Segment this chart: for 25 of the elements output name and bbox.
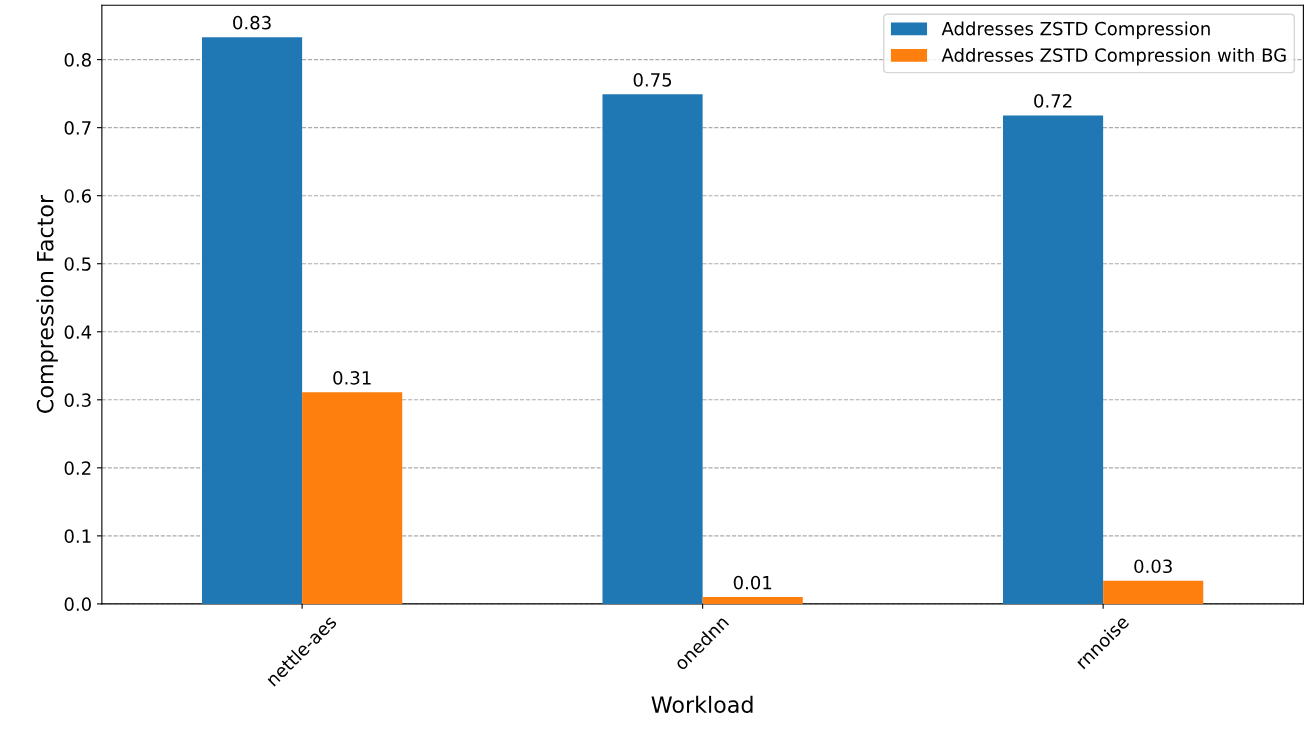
y-tick-label: 0.8 [64,53,91,67]
y-tick-label: 0.5 [64,257,91,271]
bar [602,94,703,604]
y-axis-title: Compression Factor [36,194,58,413]
data-label: 0.72 [1034,94,1072,108]
legend-label: Addresses ZSTD Compression with BG [941,47,1286,66]
bar [201,37,303,604]
data-label: 0.75 [633,72,672,87]
y-tick-label: 0.7 [64,121,91,135]
y-tick-label: 0.2 [64,461,91,475]
data-label: 0.03 [1134,559,1172,574]
bar [1003,115,1104,604]
data-label: 0.01 [733,575,772,590]
y-tick-label: 0.0 [64,597,91,612]
bar [702,597,803,604]
y-tick-label: 0.4 [64,325,92,339]
y-tick-label: 0.6 [64,189,92,203]
bar [302,392,403,604]
data-label: 0.83 [233,15,271,30]
data-label: 0.31 [333,371,371,385]
x-axis-title: Workload [651,695,753,714]
bar [1103,580,1204,604]
legend-label: Addresses ZSTD Compression [941,21,1210,39]
y-tick-label: 0.1 [64,529,91,543]
y-tick-label: 0.3 [64,393,91,407]
